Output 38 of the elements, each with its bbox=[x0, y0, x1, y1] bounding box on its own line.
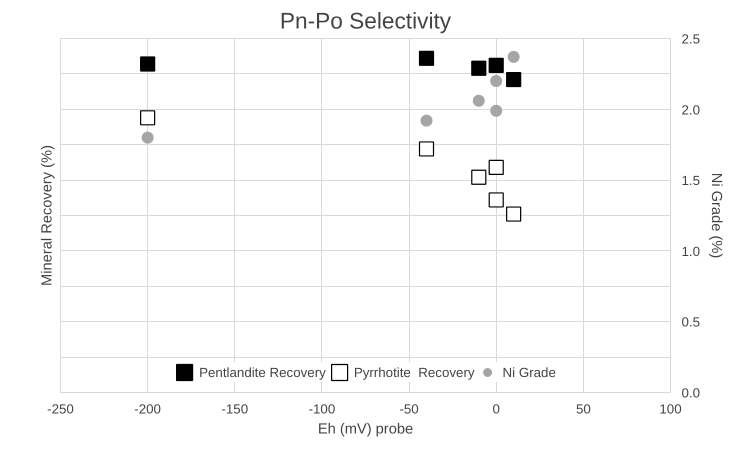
x-tick-label: -50 bbox=[399, 402, 419, 416]
point bbox=[490, 104, 502, 117]
point bbox=[506, 72, 522, 88]
y2-tick-label: 2.5 bbox=[682, 32, 700, 46]
legend-label: Pyrrhotite Recovery bbox=[354, 364, 475, 380]
y-axis-title: Mineral Recovery (%) bbox=[40, 145, 56, 286]
point bbox=[488, 160, 504, 175]
point bbox=[418, 141, 434, 157]
point bbox=[488, 192, 504, 208]
point bbox=[420, 114, 432, 127]
y2-tick-label: 0.0 bbox=[682, 386, 700, 400]
y2-tick-label: 1.5 bbox=[682, 173, 700, 188]
x-tick-label: -200 bbox=[134, 402, 161, 416]
x-tick-label: 0 bbox=[492, 402, 500, 416]
legend-label: Pentlandite Recovery bbox=[199, 364, 326, 380]
x-tick-label: 50 bbox=[576, 402, 591, 416]
point bbox=[418, 50, 434, 66]
point bbox=[506, 206, 522, 222]
y2-tick-label: 1.0 bbox=[682, 244, 700, 259]
y2-axis-title: Ni Grade (%) bbox=[708, 172, 724, 258]
legend-label: Ni Grade bbox=[502, 364, 556, 380]
y2-tick-label: 0.5 bbox=[682, 314, 700, 330]
point bbox=[471, 60, 486, 76]
point bbox=[140, 110, 156, 126]
x-tick-label: -150 bbox=[221, 402, 248, 416]
point bbox=[142, 132, 154, 144]
y2-tick-label: 2.0 bbox=[682, 102, 700, 118]
x-tick-label: -100 bbox=[308, 402, 336, 416]
point bbox=[472, 94, 485, 107]
point bbox=[140, 56, 156, 72]
point bbox=[508, 50, 520, 63]
x-axis-title: Eh (mV) probe bbox=[318, 422, 414, 438]
x-tick-label: 100 bbox=[659, 402, 682, 416]
point bbox=[471, 170, 486, 185]
point bbox=[490, 74, 502, 87]
point bbox=[488, 58, 504, 74]
chart-title: Pn-Po Selectivity bbox=[280, 8, 452, 34]
x-tick-label: -250 bbox=[47, 402, 74, 416]
